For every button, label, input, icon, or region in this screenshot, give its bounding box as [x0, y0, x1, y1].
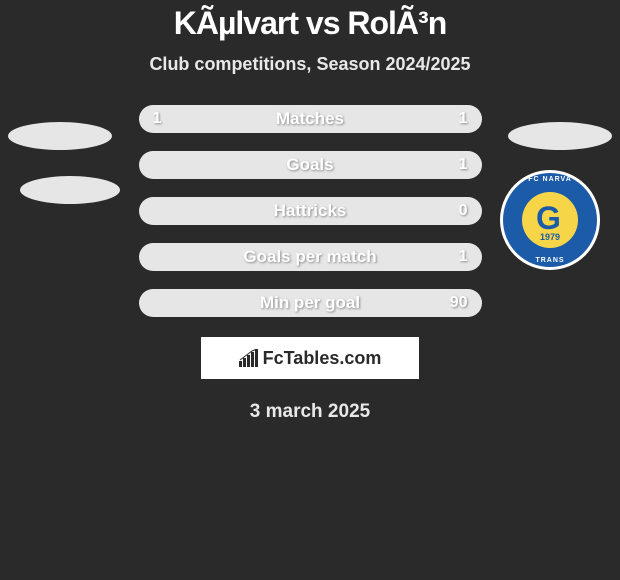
stat-bar: Hattricks 0 — [139, 197, 482, 225]
page-subtitle: Club competitions, Season 2024/2025 — [0, 54, 620, 75]
stat-label: Goals — [286, 155, 333, 175]
stat-label: Hattricks — [274, 201, 347, 221]
footer-logo: FcTables.com — [239, 348, 382, 369]
stat-label: Min per goal — [260, 293, 360, 313]
stat-bar: Goals per match 1 — [139, 243, 482, 271]
stat-row-goals: Goals 1 — [0, 151, 620, 179]
stat-label: Goals per match — [243, 247, 376, 267]
footer-brand-text: FcTables.com — [263, 348, 382, 369]
stat-right-value: 1 — [459, 248, 468, 266]
stat-bar: 1 Matches 1 — [139, 105, 482, 133]
stat-row-goals-per-match: Goals per match 1 — [0, 243, 620, 271]
stat-label: Matches — [276, 109, 344, 129]
stat-bar: Min per goal 90 — [139, 289, 482, 317]
stat-row-min-per-goal: Min per goal 90 — [0, 289, 620, 317]
stats-area: 1 Matches 1 Goals 1 Hattricks 0 Goals pe… — [0, 105, 620, 317]
stat-row-matches: 1 Matches 1 — [0, 105, 620, 133]
footer-brand-box[interactable]: FcTables.com — [201, 337, 419, 379]
footer-date: 3 march 2025 — [0, 401, 620, 423]
stat-left-value: 1 — [153, 110, 162, 128]
stat-right-value: 90 — [450, 294, 468, 312]
stat-right-value: 0 — [459, 202, 468, 220]
stat-row-hattricks: Hattricks 0 — [0, 197, 620, 225]
page-title: KÃµlvart vs RolÃ³n — [0, 5, 620, 42]
chart-icon — [239, 349, 259, 367]
main-container: KÃµlvart vs RolÃ³n Club competitions, Se… — [0, 0, 620, 423]
stat-right-value: 1 — [459, 110, 468, 128]
stat-bar: Goals 1 — [139, 151, 482, 179]
stat-right-value: 1 — [459, 156, 468, 174]
